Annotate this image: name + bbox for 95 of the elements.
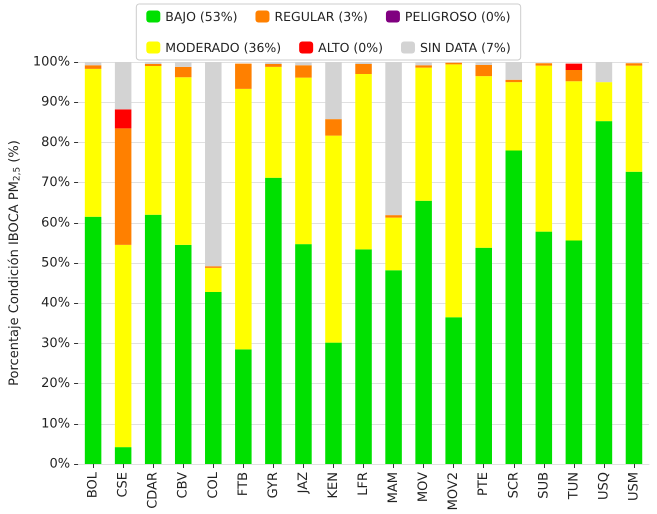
bar xyxy=(415,200,432,464)
bar xyxy=(506,150,522,464)
bar xyxy=(566,81,582,240)
y-axis-title: Porcentaje Condición IBOCA PM2,5 (%) xyxy=(7,140,22,386)
y-tick-label: 20% xyxy=(41,376,70,392)
bar xyxy=(596,62,612,82)
bar xyxy=(385,215,402,218)
bar xyxy=(265,66,282,178)
bar xyxy=(235,64,252,89)
bar xyxy=(265,178,282,464)
bar xyxy=(445,317,462,464)
bar xyxy=(84,216,102,464)
bar xyxy=(506,80,522,82)
legend-label: PELIGROSO (0%) xyxy=(404,9,511,24)
x-tick-label: TUN xyxy=(566,472,582,500)
x-tick-label: COL xyxy=(206,471,221,499)
x-tick-label: PTE xyxy=(476,472,492,496)
bar xyxy=(114,244,132,448)
bar xyxy=(566,70,582,82)
bar xyxy=(144,66,162,215)
bar xyxy=(114,447,132,464)
bar xyxy=(566,240,582,464)
x-tick-label: SUB xyxy=(536,472,552,499)
bar xyxy=(566,64,582,70)
x-tick-label: BOL xyxy=(86,471,101,498)
bar xyxy=(174,66,192,78)
x-tick-label: MOV xyxy=(416,472,432,502)
bar xyxy=(235,88,252,350)
bar xyxy=(355,64,372,74)
x-tick-label: CSE xyxy=(116,472,131,498)
x-tick-label: USM xyxy=(626,472,642,501)
bar xyxy=(385,270,402,464)
x-tick-label: MAM xyxy=(386,472,402,504)
legend-label: MODERADO (36%) xyxy=(165,40,282,55)
y-tick-label: 30% xyxy=(41,336,70,351)
bar xyxy=(626,63,642,66)
y-tick-label: 100% xyxy=(32,54,70,70)
x-tick-label: USQ xyxy=(596,472,612,500)
legend-label: BAJO (53%) xyxy=(165,9,238,24)
y-tick-label: 60% xyxy=(41,215,70,230)
bar xyxy=(385,218,402,270)
legend-label: ALTO (0%) xyxy=(318,40,383,55)
x-tick-label: CDAR xyxy=(146,472,161,509)
x-tick-label: SCR xyxy=(506,472,522,498)
bar xyxy=(475,248,492,464)
bar xyxy=(536,66,552,232)
bar xyxy=(144,214,162,464)
y-tick-label: 90% xyxy=(41,94,70,110)
bar xyxy=(84,62,102,66)
legend-label: SIN DATA (7%) xyxy=(420,40,511,55)
y-tick-label: 50% xyxy=(41,256,70,270)
y-tick-label: 10% xyxy=(41,416,70,432)
bar xyxy=(174,77,192,245)
x-tick-label: KEN xyxy=(326,472,341,498)
x-tick-label: CBV xyxy=(176,472,191,498)
y-tick-label: 40% xyxy=(41,296,70,311)
bar xyxy=(626,172,642,464)
bar xyxy=(114,62,132,110)
legend-label: REGULAR (3%) xyxy=(274,9,368,24)
bar xyxy=(596,82,612,122)
y-tick-label: 70% xyxy=(41,175,70,190)
bar xyxy=(506,82,522,150)
y-tick-label: 80% xyxy=(41,134,70,150)
bar xyxy=(295,78,312,244)
bar xyxy=(355,249,372,464)
bar xyxy=(536,63,552,66)
bar xyxy=(415,68,432,201)
bar xyxy=(114,109,132,128)
bar xyxy=(475,64,492,76)
bar xyxy=(626,66,642,172)
bar xyxy=(295,65,312,78)
bar xyxy=(325,119,342,136)
bar xyxy=(114,128,132,245)
bar xyxy=(355,74,372,250)
x-tick-label: FTB xyxy=(236,472,251,496)
bar xyxy=(415,65,432,68)
x-tick-label: MOV2 xyxy=(446,472,462,510)
bar xyxy=(174,244,192,464)
x-tick-label: LFR xyxy=(356,472,372,496)
bar xyxy=(445,64,462,318)
x-tick-label: JAZ xyxy=(296,472,311,494)
bar xyxy=(536,232,552,464)
bar xyxy=(205,268,222,292)
bar xyxy=(84,68,102,217)
bar xyxy=(325,136,342,343)
bar xyxy=(475,76,492,248)
bar xyxy=(596,121,612,464)
bar xyxy=(205,292,222,464)
bar xyxy=(235,349,252,464)
bar xyxy=(265,64,282,67)
y-tick-label: 0% xyxy=(49,456,70,472)
x-tick-label: GYR xyxy=(266,472,281,498)
bar xyxy=(84,65,102,69)
bar xyxy=(295,244,312,464)
bar xyxy=(325,342,342,464)
